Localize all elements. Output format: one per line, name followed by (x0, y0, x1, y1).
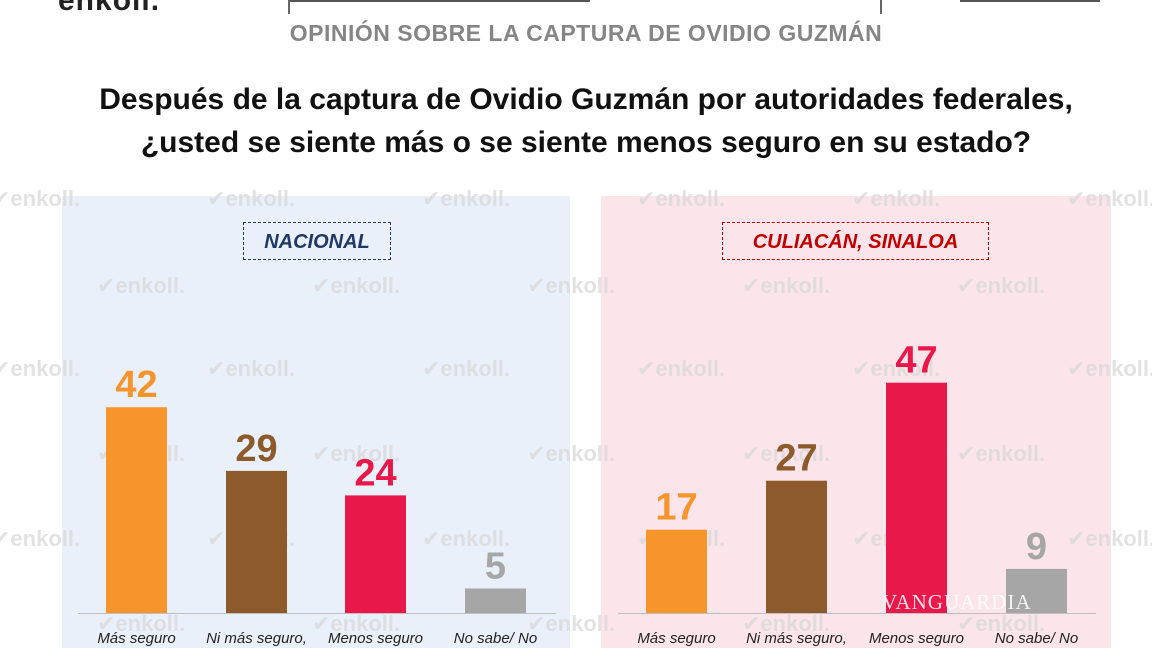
bar-2 (226, 470, 287, 613)
enkoll-watermark: ✔enkoll. (1067, 356, 1152, 381)
enkoll-watermark: ✔enkoll. (957, 441, 1046, 466)
question-line-2: ¿usted se siente más o se siente menos s… (140, 126, 1032, 159)
enkoll-watermark: ✔enkoll. (207, 186, 296, 211)
enkoll-watermark: ✔enkoll. (97, 611, 186, 636)
data-label: 17 (655, 487, 697, 529)
bar-1 (106, 407, 167, 613)
bar-2 (766, 480, 827, 613)
data-label: 24 (354, 452, 396, 494)
top-rule-right (960, 0, 1100, 2)
bar-4 (1006, 568, 1067, 613)
category-label: Más seguro (97, 630, 175, 647)
chart-culiacan: 17 Más seguro 27 Ni más seguro, 47 Menos segu… (618, 340, 1096, 647)
panel-title-culiacan: CULIACÁN, SINALOA (722, 222, 989, 260)
enkoll-watermark: ✔enkoll. (742, 441, 831, 466)
enkoll-watermark: ✔enkoll. (957, 273, 1046, 298)
survey-subtitle: OPINIÓN SOBRE LA CAPTURA DE OVIDIO GUZMÁ… (289, 20, 883, 46)
enkoll-watermark: ✔enkoll. (97, 273, 186, 298)
survey-question: Después de la captura de Ovidio Guzmán p… (0, 78, 1152, 164)
enkoll-watermark: ✔enkoll. (1067, 526, 1152, 551)
data-label: 9 (1026, 526, 1047, 568)
top-divider-left (288, 0, 290, 14)
enkoll-watermark: ✔enkoll. (312, 441, 401, 466)
data-label: 42 (115, 364, 157, 406)
enkoll-watermark: ✔enkoll. (527, 611, 616, 636)
enkoll-watermark: ✔enkoll. (852, 356, 941, 381)
category-label: Ni más seguro, (206, 630, 307, 647)
top-rule-left (290, 0, 590, 2)
category-label: Menos seguro (328, 630, 423, 647)
chart-nacional: 42 Más seguro 29 Ni más seguro, 24 Menos segu… (78, 364, 556, 647)
data-label: 5 (485, 546, 506, 588)
top-divider-right (880, 0, 882, 14)
enkoll-watermark: ✔enkoll. (422, 526, 511, 551)
enkoll-watermark: ✔enkoll. (852, 186, 941, 211)
enkoll-watermark: ✔enkoll. (637, 356, 726, 381)
data-label: 29 (235, 428, 277, 470)
data-label: 47 (895, 340, 937, 382)
data-label: 27 (775, 438, 817, 480)
top-bar: enkoll. (0, 0, 1152, 17)
enkoll-watermark: ✔enkoll. (742, 273, 831, 298)
bar-1 (646, 529, 707, 613)
bar-3 (886, 382, 947, 613)
vanguardia-watermark: VANGUARDIA (882, 590, 1032, 614)
enkoll-watermark: ✔enkoll. (0, 186, 81, 211)
bar-3 (345, 495, 406, 613)
question-line-1: Después de la captura de Ovidio Guzmán p… (99, 83, 1073, 116)
enkoll-watermark: ✔enkoll. (312, 273, 401, 298)
enkoll-watermark: ✔enkoll. (207, 356, 296, 381)
enkoll-watermark: ✔enkoll. (527, 441, 616, 466)
category-label: No sabe/ No (995, 630, 1078, 647)
category-label: No sabe/ No (454, 630, 537, 647)
enkoll-watermark: ✔enkoll. (422, 186, 511, 211)
panel-title-nacional: NACIONAL (243, 222, 391, 260)
enkoll-logo: enkoll. (58, 0, 161, 17)
enkoll-watermark: ✔enkoll. (422, 356, 511, 381)
enkoll-watermark: ✔enkoll. (0, 526, 81, 551)
enkoll-watermark: ✔enkoll. (637, 186, 726, 211)
enkoll-watermark: ✔enkoll. (312, 611, 401, 636)
category-label: Menos seguro (869, 630, 964, 647)
category-label: Más seguro (637, 630, 715, 647)
bar-4 (465, 588, 526, 613)
enkoll-watermark: ✔enkoll. (527, 273, 616, 298)
enkoll-watermark: ✔enkoll. (1067, 186, 1152, 211)
enkoll-watermark: ✔enkoll. (742, 611, 831, 636)
enkoll-watermark: ✔enkoll. (957, 611, 1046, 636)
category-label: Ni más seguro, (746, 630, 847, 647)
enkoll-watermark: ✔enkoll. (0, 356, 81, 381)
